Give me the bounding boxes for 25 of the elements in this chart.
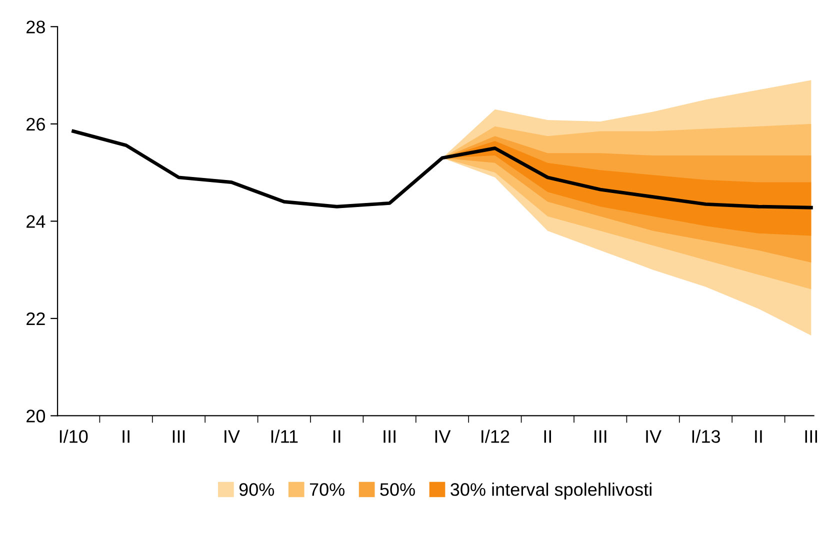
x-tick-label: II (122, 430, 130, 443)
legend-label: 90% (239, 483, 274, 496)
y-tick-label: 28 (26, 20, 45, 34)
x-tick-label: III (805, 430, 818, 443)
line-series (72, 129, 813, 210)
x-tick-label: IV (646, 430, 662, 443)
x-tick-label: IV (224, 430, 240, 443)
x-tick-label: III (594, 430, 606, 443)
x-tick-label: IV (435, 430, 451, 443)
x-tick-label: III (384, 430, 396, 443)
x-tick-label: III (172, 430, 185, 443)
legend-label: 50% (380, 483, 415, 496)
legend-label: 30% interval spolehlivosti (450, 482, 652, 500)
legend-label: 70% (310, 483, 345, 496)
y-tick-label: 20 (26, 410, 46, 422)
x-tick-label: I/12 (482, 430, 510, 443)
x-tick-label: I/10 (60, 430, 88, 443)
y-tick-label: 26 (26, 118, 45, 131)
x-tick-label: I/13 (692, 430, 720, 443)
x-tick-label: II (334, 430, 340, 443)
x-tick-label: II (544, 430, 551, 443)
x-tick-label: I/11 (271, 430, 298, 443)
y-tick-label: 24 (26, 215, 46, 228)
y-tick-label: 22 (26, 312, 45, 326)
x-tick-label: II (755, 430, 762, 443)
